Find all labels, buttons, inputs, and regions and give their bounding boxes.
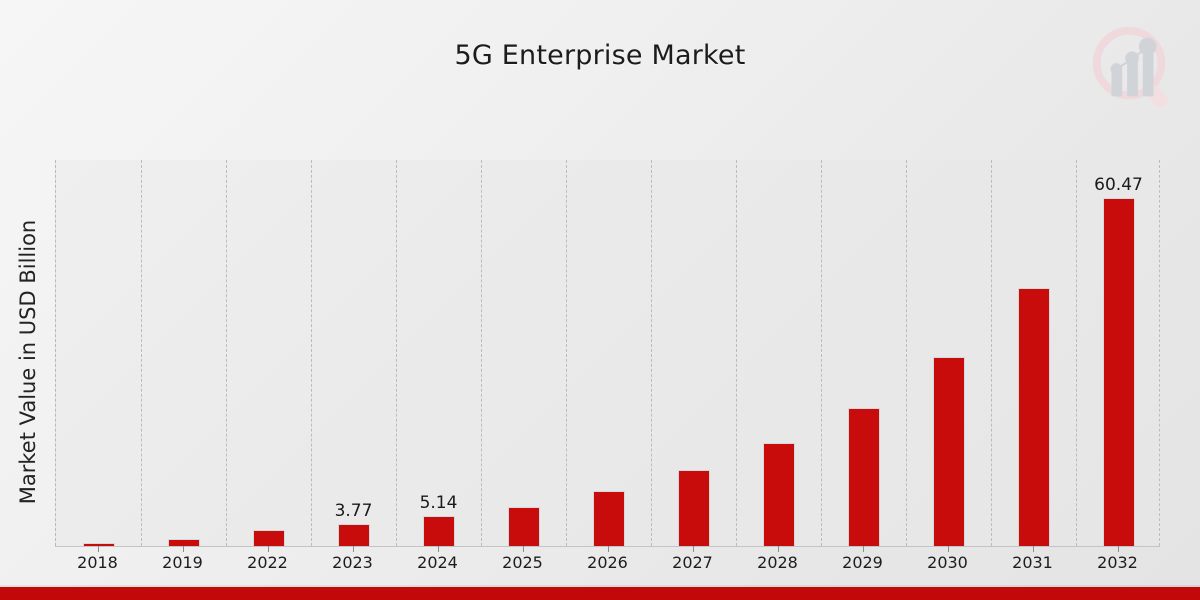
bar-rect-2029[interactable] <box>847 407 880 546</box>
x-tick-label-2023: 2023 <box>332 553 373 572</box>
x-tick-2022 <box>267 546 269 552</box>
bar-2028[interactable] <box>762 442 795 546</box>
x-tick-2027 <box>692 546 694 552</box>
bar-rect-2022[interactable] <box>252 530 285 546</box>
x-tick-2029 <box>862 546 864 552</box>
market-research-magnifier-logo <box>1092 26 1168 108</box>
bar-2029[interactable] <box>847 407 880 546</box>
bar-2031[interactable] <box>1017 288 1050 546</box>
bar-rect-2018[interactable] <box>82 542 115 546</box>
bar-2022[interactable] <box>252 530 285 546</box>
bar-2023[interactable]: 3.77 <box>334 501 373 546</box>
bar-rect-2026[interactable] <box>592 490 625 546</box>
plot-area: 3.77 5.14 60.47 <box>55 160 1160 546</box>
x-tick-label-2028: 2028 <box>757 553 798 572</box>
bar-rect-2023[interactable] <box>337 524 370 546</box>
x-tick-2023 <box>352 546 354 552</box>
x-tick-2019 <box>182 546 184 552</box>
x-tick-label-2030: 2030 <box>927 553 968 572</box>
x-tick-2024 <box>437 546 439 552</box>
footer-accent-bar <box>0 587 1200 600</box>
bar-rect-2031[interactable] <box>1017 288 1050 546</box>
bar-2019[interactable] <box>167 539 200 546</box>
x-tick-label-2029: 2029 <box>842 553 883 572</box>
x-tick-label-2026: 2026 <box>587 553 628 572</box>
footer-shadow <box>0 585 1200 587</box>
bar-2032[interactable]: 60.47 <box>1094 175 1143 546</box>
bar-rect-2027[interactable] <box>677 469 710 546</box>
x-tick-label-2027: 2027 <box>672 553 713 572</box>
x-tick-2018 <box>97 546 99 552</box>
bar-rect-2028[interactable] <box>762 442 795 546</box>
bar-rect-2032[interactable] <box>1102 197 1135 546</box>
bar-rect-2024[interactable] <box>422 516 455 546</box>
x-tick-2028 <box>777 546 779 552</box>
bar-2018[interactable] <box>82 542 115 546</box>
bar-2027[interactable] <box>677 469 710 546</box>
bar-2030[interactable] <box>932 357 965 546</box>
x-tick-label-2019: 2019 <box>162 553 203 572</box>
x-tick-2025 <box>522 546 524 552</box>
bar-2024[interactable]: 5.14 <box>419 493 458 546</box>
x-tick-label-2025: 2025 <box>502 553 543 572</box>
x-tick-2031 <box>1032 546 1034 552</box>
x-tick-2032 <box>1117 546 1119 552</box>
x-tick-label-2024: 2024 <box>417 553 458 572</box>
x-tick-label-2018: 2018 <box>77 553 118 572</box>
bar-series: 3.77 5.14 60.47 <box>56 160 1159 546</box>
x-tick-label-2032: 2032 <box>1097 553 1138 572</box>
bar-value-label-2024: 5.14 <box>419 493 458 514</box>
bar-rect-2030[interactable] <box>932 357 965 546</box>
page-title: 5G Enterprise Market <box>454 40 746 71</box>
bar-value-label-2032: 60.47 <box>1094 174 1143 195</box>
bar-value-label-2023: 3.77 <box>334 501 373 522</box>
bar-rect-2019[interactable] <box>167 539 200 546</box>
y-axis-label: Market Value in USD Billion <box>16 219 40 505</box>
bar-2026[interactable] <box>592 490 625 546</box>
bar-2025[interactable] <box>507 506 540 546</box>
bar-rect-2025[interactable] <box>507 506 540 546</box>
x-tick-2026 <box>607 546 609 552</box>
x-tick-label-2031: 2031 <box>1012 553 1053 572</box>
x-tick-2030 <box>947 546 949 552</box>
x-tick-label-2022: 2022 <box>247 553 288 572</box>
